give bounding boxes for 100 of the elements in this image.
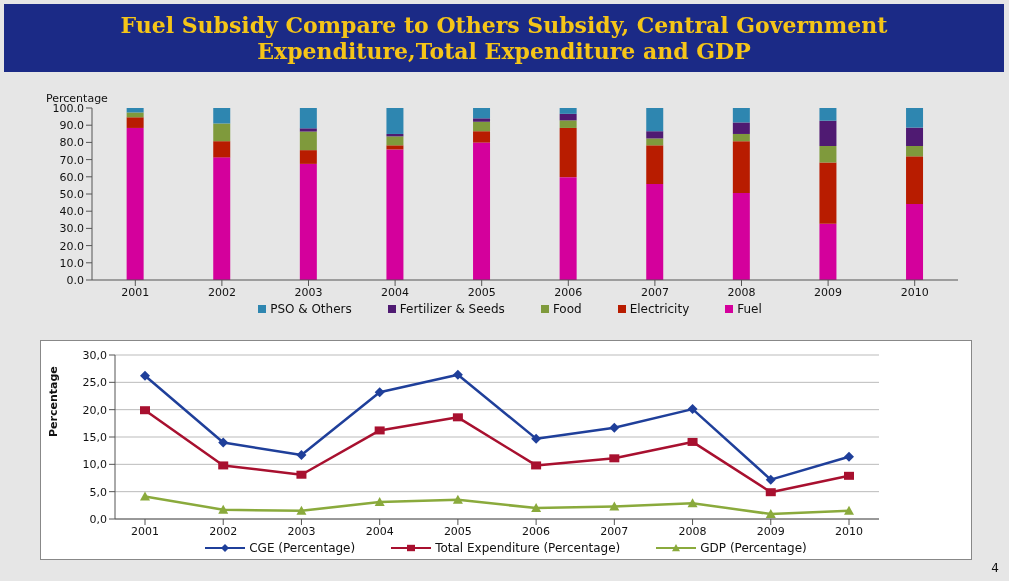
y-tick-label: 10,0	[82, 458, 107, 472]
point	[609, 422, 620, 433]
point	[531, 433, 542, 444]
x-tick-label: 2001	[131, 524, 159, 538]
bar	[559, 127, 577, 178]
x-tick-label: 2003	[287, 524, 316, 538]
point	[374, 426, 385, 435]
bar	[646, 108, 664, 132]
y-tick-label: 20.0	[59, 239, 84, 253]
x-tick-label: 2010	[900, 285, 929, 299]
x-tick-label: 2008	[727, 285, 756, 299]
x-tick-label: 2007	[640, 285, 669, 299]
y-tick-label: 90.0	[59, 119, 84, 133]
point	[765, 474, 776, 485]
bar	[386, 149, 404, 280]
bar	[126, 117, 144, 128]
bar	[213, 141, 231, 158]
bar	[906, 108, 924, 128]
bar	[906, 203, 924, 280]
bar	[473, 108, 491, 119]
point	[374, 497, 385, 507]
y-tick-label: 30,0	[82, 348, 107, 362]
bar	[213, 123, 231, 142]
chart-title: Fuel Subsidy Compare to Others Subsidy, Central Government Expenditure,Total Expenditure and GDP	[4, 4, 1004, 72]
point	[140, 370, 150, 381]
point	[374, 387, 385, 398]
y-tick-label: 30.0	[59, 222, 84, 236]
point	[687, 404, 698, 415]
x-tick-label: 2010	[835, 524, 863, 538]
bar	[386, 145, 404, 150]
point	[531, 503, 542, 513]
x-tick-label: 2005	[467, 285, 496, 299]
point	[609, 454, 620, 463]
point	[296, 450, 307, 461]
bar	[299, 163, 317, 280]
point	[844, 505, 854, 515]
bar	[473, 131, 491, 143]
y-axis-title: Percentage	[46, 366, 60, 437]
y-tick-label: 20,0	[82, 403, 107, 417]
point	[531, 461, 542, 470]
bar	[732, 141, 750, 193]
bar	[819, 146, 837, 163]
bar	[386, 136, 404, 146]
bar	[646, 138, 664, 146]
bar	[559, 113, 577, 121]
point	[140, 406, 150, 415]
bar	[732, 108, 750, 123]
point	[765, 488, 776, 497]
y-tick-label: 60.0	[59, 170, 84, 184]
bar	[559, 177, 577, 280]
bar	[213, 108, 231, 124]
bar	[732, 133, 750, 142]
x-tick-label: 2002	[209, 524, 238, 538]
point	[452, 369, 463, 380]
point	[844, 451, 854, 462]
bar	[473, 121, 491, 132]
text: 4	[991, 561, 999, 575]
y-tick-label: 0.0	[66, 273, 84, 287]
bar	[819, 120, 837, 147]
bar	[906, 146, 924, 157]
bar	[299, 108, 317, 129]
bar	[819, 162, 837, 224]
y-tick-label: 15,0	[82, 430, 107, 444]
legend-label: Fertilizer & Seeds	[399, 302, 505, 316]
x-tick-label: 2004	[365, 524, 394, 538]
x-tick-label: 2009	[814, 285, 843, 299]
bar	[906, 156, 924, 204]
legend-label: GDP (Percentage)	[700, 541, 807, 555]
bar	[126, 127, 144, 280]
point	[844, 471, 854, 480]
x-tick-label: 2006	[522, 524, 551, 538]
y-tick-label: 40.0	[59, 205, 84, 219]
x-tick-label: 2007	[600, 524, 629, 538]
bar	[299, 150, 317, 164]
bar	[559, 120, 577, 128]
bar	[473, 118, 491, 122]
y-tick-label: 10.0	[59, 256, 84, 270]
bar	[126, 112, 144, 118]
point	[687, 498, 698, 508]
point	[218, 504, 229, 514]
x-tick-label: 2003	[294, 285, 323, 299]
point	[218, 461, 229, 470]
point	[452, 413, 463, 422]
x-tick-label: 2001	[121, 285, 150, 299]
y-tick-label: 5,0	[89, 485, 107, 499]
x-tick-label: 2008	[678, 524, 707, 538]
x-tick-label: 2005	[443, 524, 472, 538]
bar	[299, 128, 317, 132]
y-tick-label: 70.0	[59, 153, 84, 167]
legend-label: CGE (Percentage)	[249, 541, 356, 555]
bar	[213, 157, 231, 280]
bar	[646, 145, 664, 185]
x-tick-label: 2009	[756, 524, 785, 538]
y-tick-label: 50.0	[59, 187, 84, 201]
legend-label: Food	[552, 302, 582, 316]
x-tick-label: 2006	[554, 285, 583, 299]
bar	[386, 108, 404, 134]
legend-label: Total Expenditure (Percentage)	[435, 541, 621, 555]
bar	[819, 223, 837, 280]
x-tick-label: 2004	[381, 285, 410, 299]
